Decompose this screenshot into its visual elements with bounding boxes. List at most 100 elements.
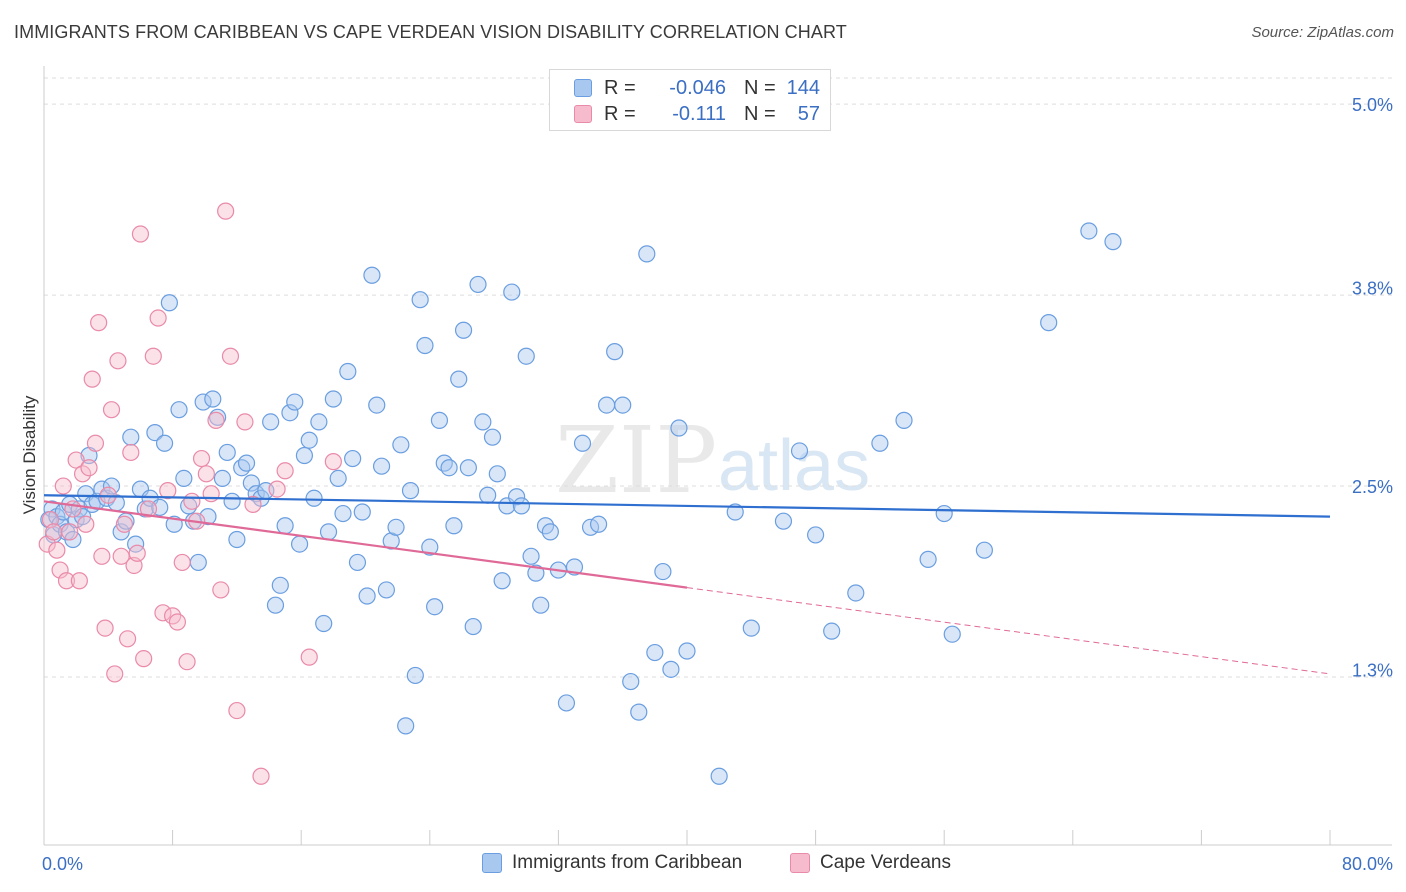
blue-data-point (189, 553, 207, 572)
pink-swatch (790, 853, 810, 873)
blue-data-point (614, 396, 632, 414)
legend-item-cape-verdeans[interactable]: Cape Verdeans (790, 852, 951, 874)
blue-data-point (237, 454, 256, 472)
blue-data-point (329, 469, 347, 488)
blue-data-point (532, 596, 550, 614)
blue-data-point (194, 393, 212, 411)
x-tick-label: 0.0% (42, 854, 83, 874)
blue-data-point (678, 642, 696, 660)
pink-data-point (168, 613, 187, 631)
pink-data-point (154, 604, 172, 622)
blue-data-point (445, 517, 463, 535)
y-tick-label: 3.8% (1352, 278, 1393, 298)
blue-data-point (199, 507, 217, 526)
r-label: R = (604, 102, 636, 125)
legend-item-caribbean[interactable]: Immigrants from Caribbean (482, 852, 742, 874)
blue-data-point (358, 587, 376, 605)
chart-title: IMMIGRANTS FROM CARIBBEAN VS CAPE VERDEA… (14, 22, 847, 42)
pink-trend-line (43, 500, 688, 589)
blue-data-point (421, 538, 439, 556)
blue-data-point (266, 596, 285, 614)
blue-data-point (517, 347, 535, 365)
blue-data-point (290, 535, 309, 553)
blue-data-point (469, 275, 487, 294)
blue-data-point (943, 625, 961, 643)
pink-data-point (70, 572, 88, 590)
pink-data-point (139, 500, 158, 518)
watermark-atlas: atlas (718, 426, 870, 506)
pink-data-point (51, 561, 69, 579)
blue-data-point (344, 449, 362, 468)
pink-data-point (197, 465, 215, 483)
pink-data-point (122, 443, 140, 462)
pink-data-point (131, 225, 150, 243)
blue-data-point (411, 291, 429, 309)
blue-data-point (372, 457, 391, 475)
blue-data-point (1080, 222, 1098, 240)
blue-data-point (935, 504, 953, 523)
pink-data-point (102, 401, 121, 419)
blue-data-point (223, 492, 241, 510)
y-tick-label: 5.0% (1352, 95, 1393, 115)
pink-data-point (183, 492, 201, 510)
pink-data-point (115, 515, 133, 533)
blue-data-point (262, 413, 280, 431)
blue-data-point (662, 660, 680, 678)
blue-data-point (710, 767, 728, 785)
pink-data-point (118, 630, 137, 648)
legend-row-pink: R = -0.111 N = 57 (574, 101, 820, 127)
blue-data-point (218, 443, 236, 462)
blue-data-point (122, 428, 140, 446)
r-label: R = (604, 76, 636, 99)
blue-data-point (305, 489, 323, 507)
blue-data-point (363, 266, 381, 284)
blue-data-point (295, 446, 314, 465)
blue-data-point (387, 518, 405, 536)
blue-trend-line (43, 494, 1331, 518)
pink-data-point (96, 619, 114, 637)
blue-data-point (459, 459, 477, 477)
blue-data-point (276, 517, 294, 535)
blue-data-point (406, 666, 424, 685)
pink-data-point (109, 352, 127, 370)
blue-data-point (541, 523, 559, 541)
pink-data-point (236, 413, 254, 431)
blue-data-point (1040, 314, 1058, 332)
blue-data-point (271, 576, 289, 594)
blue-data-point (622, 672, 640, 691)
pink-data-point (228, 701, 246, 720)
pink-data-point (106, 665, 124, 683)
blue-data-point (726, 503, 744, 521)
x-tick-label: 80.0% (1342, 854, 1393, 874)
blue-data-point (508, 488, 526, 506)
pink-data-point (192, 449, 211, 468)
blue-data-point (638, 245, 656, 263)
pink-data-point (217, 202, 235, 220)
blue-data-point (774, 512, 793, 530)
pink-data-point (202, 485, 220, 503)
correlation-legend: R = -0.046 N = 144 R = -0.111 N = 57 (549, 69, 831, 131)
series-legend: Immigrants from Caribbean Cape Verdeans (0, 852, 1406, 878)
blue-data-point (488, 465, 506, 483)
blue-data-point (440, 459, 458, 477)
blue-data-point (527, 564, 545, 582)
pink-data-point (149, 309, 167, 327)
pink-data-point (61, 523, 79, 541)
pink-data-point (135, 650, 153, 668)
blue-data-point (630, 703, 648, 721)
source-credit: Source: ZipAtlas.com (1251, 24, 1394, 41)
pink-data-point (93, 547, 111, 565)
blue-data-point (315, 614, 333, 633)
pink-data-point (221, 347, 240, 365)
pink-data-point (252, 767, 270, 785)
blue-data-point (416, 336, 434, 355)
blue-data-point (319, 523, 338, 541)
blue-data-point (435, 454, 453, 472)
n-label: N = (744, 102, 776, 125)
blue-data-point (598, 396, 616, 414)
blue-data-point (646, 643, 664, 662)
pink-data-point (112, 547, 130, 565)
blue-data-point (286, 393, 304, 411)
pink-data-point (173, 553, 191, 572)
